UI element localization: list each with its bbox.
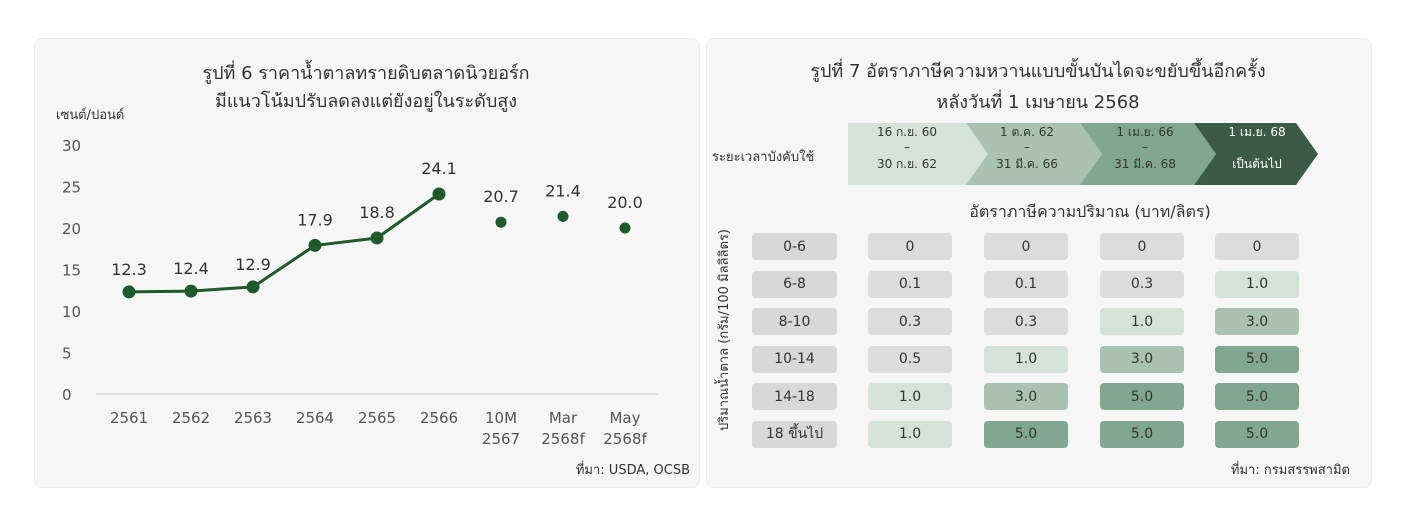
data-point	[619, 222, 631, 234]
tax-rate-cell: 1.0	[1100, 308, 1184, 335]
y-axis-unit: เซนต์/ปอนด์	[56, 108, 125, 123]
data-point	[370, 231, 384, 245]
x-tick-label: 2567	[482, 430, 520, 448]
tax-rate-cell: 0.3	[868, 308, 952, 335]
chart-title-line2: มีแนวโน้มปรับลดลงแต่ยังอยู่ในระดับสูง	[214, 91, 518, 112]
tax-rate-cell: 5.0	[1100, 383, 1184, 410]
y-tick-label: 5	[62, 345, 72, 363]
period-arrow-1	[848, 123, 988, 185]
price-line	[128, 192, 440, 294]
tax-rate-cell: 0.3	[1100, 270, 1184, 298]
tax-rate-cell: 1.0	[984, 345, 1068, 373]
x-tick-label: 10M	[485, 409, 517, 427]
tax-rate-cell: 5.0	[1100, 420, 1184, 448]
sweet-tax-panel	[706, 38, 1372, 488]
tax-rate-cell: 1.0	[1215, 270, 1299, 298]
period-arrows	[848, 123, 1318, 185]
y-tick-label: 30	[62, 137, 81, 155]
data-point	[308, 238, 322, 252]
tax-rate-cell: 0	[868, 233, 952, 260]
tax-rate-cell: 0	[1215, 233, 1299, 260]
x-tick-label: 2561	[110, 409, 148, 427]
period-2: 1 ต.ค. 62 – 31 มี.ค. 66	[996, 125, 1058, 171]
y-tick-label: 15	[62, 262, 81, 280]
tax-rate-cell: 0.1	[984, 270, 1068, 298]
rate-header: อัตราภาษีความปริมาณ (บาท/ลิตร)	[969, 202, 1211, 221]
right-source: ที่มา: กรมสรรพสามิต	[1230, 463, 1350, 478]
sugar-content-axis-label: ปริมาณน้ำตาล (กรัม/100 มิลลิลิตร)	[717, 229, 732, 431]
tax-rate-cell: 1.0	[868, 420, 952, 448]
sugar-range-cell: 6-8	[752, 270, 837, 298]
tax-rate-cell: 0.3	[984, 308, 1068, 335]
tax-rate-cell: 0.1	[868, 270, 952, 298]
x-tick-label: 2565	[358, 409, 396, 427]
x-tick-label: 2562	[172, 409, 210, 427]
x-tick-label: 2564	[296, 409, 334, 427]
tax-rate-cell: 0	[1100, 233, 1184, 260]
x-tick-label: 2566	[420, 409, 458, 427]
sugar-range-cell: 0-6	[752, 233, 837, 260]
sugar-range-cell: 8-10	[752, 308, 837, 335]
data-point	[495, 216, 507, 228]
sugar-range-cell: 10-14	[752, 345, 837, 373]
sugar-price-line-chart: 0 5 10 15 20 25 30 2561 2562 2563 2564 2565 2566 10M 2…	[62, 137, 658, 448]
table-title-line2: หลังวันที่ 1 เมษายน 2568	[936, 92, 1140, 113]
tax-rate-cell: 5.0	[1215, 383, 1299, 410]
data-point	[184, 284, 198, 298]
x-tick-label: 2563	[234, 409, 272, 427]
x-tick-label: May	[609, 409, 640, 427]
y-tick-label: 25	[62, 179, 81, 197]
tax-rate-cell: 3.0	[1215, 308, 1299, 335]
data-label: 17.9	[297, 210, 333, 229]
tax-rate-cell: 3.0	[1100, 345, 1184, 373]
x-tick-label: Mar	[549, 409, 578, 427]
chart-title-line1: รูปที่ 6 ราคาน้ำตาลทรายดิบตลาดนิวยอร์ก	[202, 63, 530, 84]
sugar-range-cell: 14-18	[752, 383, 837, 410]
tax-rate-cell: 0	[984, 233, 1068, 260]
data-label: 20.0	[607, 193, 643, 212]
data-point	[246, 280, 260, 294]
period-1: 16 ก.ย. 60 – 30 ก.ย. 62	[876, 125, 938, 171]
period-arrow-3	[1080, 123, 1216, 185]
tax-rate-cell: 1.0	[868, 383, 952, 410]
data-label: 20.7	[483, 187, 519, 206]
period-4: 1 เม.ย. 68 เป็นต้นไป	[1228, 125, 1286, 171]
period-arrow-2	[966, 123, 1102, 185]
data-label: 21.4	[545, 181, 581, 200]
tax-rate-cell: 5.0	[1215, 420, 1299, 448]
data-point	[432, 187, 446, 201]
period-arrow-4	[1194, 123, 1318, 185]
data-label: 12.9	[235, 255, 271, 274]
data-label: 24.1	[421, 159, 457, 178]
table-title-line1: รูปที่ 7 อัตราภาษีความหวานแบบขั้นบันไดจะ…	[810, 61, 1266, 82]
y-tick-label: 10	[62, 303, 81, 321]
y-tick-label: 0	[62, 386, 72, 404]
period-3: 1 เม.ย. 66 – 31 มี.ค. 68	[1114, 125, 1176, 171]
y-tick-label: 20	[62, 220, 81, 238]
data-label: 18.8	[359, 203, 395, 222]
data-label: 12.4	[173, 259, 209, 278]
x-tick-label: 2568f	[603, 430, 647, 448]
data-label: 12.3	[111, 260, 147, 279]
data-point	[122, 285, 136, 299]
period-label: ระยะเวลาบังคับใช้	[712, 150, 815, 165]
x-tick-label: 2568f	[541, 430, 585, 448]
data-point	[557, 210, 569, 222]
sugar-price-panel	[34, 38, 700, 488]
tax-rate-cell: 5.0	[984, 420, 1068, 448]
left-source: ที่มา: USDA, OCSB	[575, 463, 690, 478]
tax-rate-cell: 5.0	[1215, 345, 1299, 373]
sugar-range-cell: 18 ขึ้นไป	[752, 420, 837, 448]
tax-rate-cell: 3.0	[984, 383, 1068, 410]
tax-rate-cell: 0.5	[868, 345, 952, 373]
